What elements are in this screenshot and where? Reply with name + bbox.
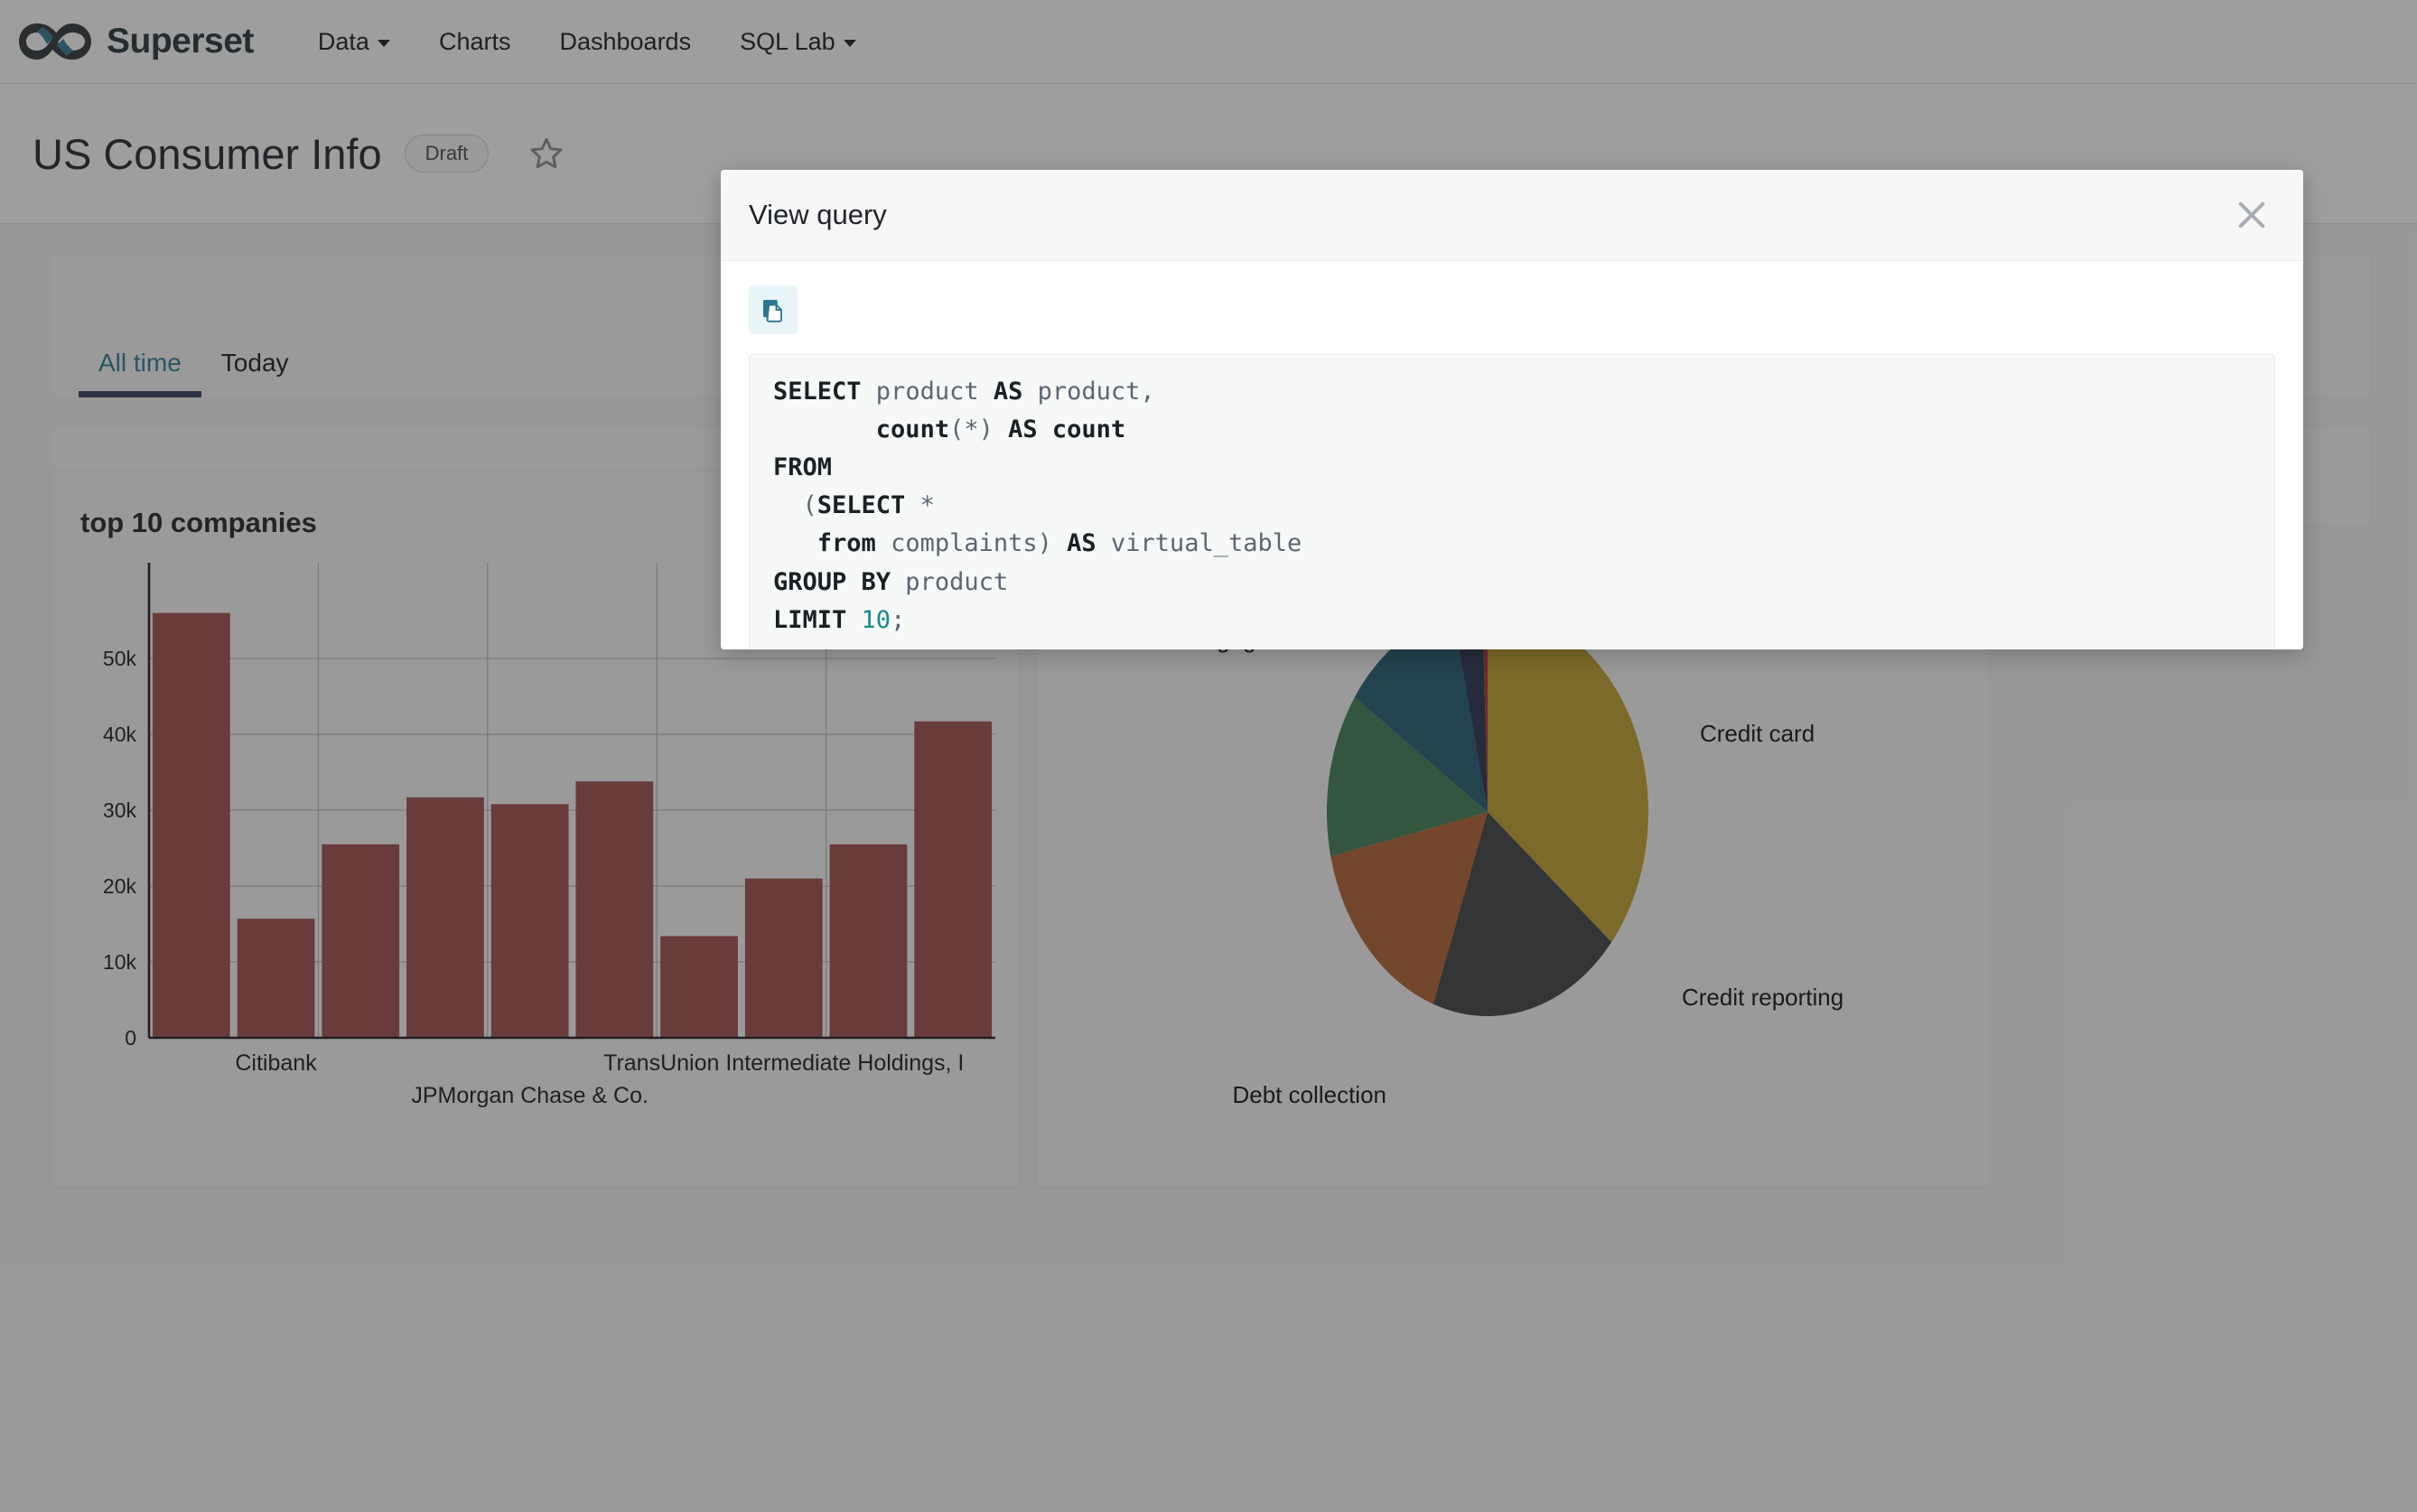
- svg-text:Citibank: Citibank: [235, 1050, 317, 1076]
- svg-text:Credit card: Credit card: [1700, 720, 1815, 747]
- brand-name: Superset: [107, 22, 254, 61]
- chart-title-bar: top 10 companies: [80, 507, 317, 538]
- svg-text:TransUnion Intermediate Holdin: TransUnion Intermediate Holdings, I: [603, 1050, 964, 1076]
- close-icon[interactable]: [2233, 196, 2271, 234]
- modal-title: View query: [749, 199, 887, 230]
- brand[interactable]: Superset: [16, 21, 254, 62]
- svg-text:Credit reporting: Credit reporting: [1682, 984, 1843, 1011]
- nav-item-data[interactable]: Data: [294, 0, 415, 84]
- nav-item-sql-lab[interactable]: SQL Lab: [715, 0, 881, 84]
- superset-infinity-logo-icon: [19, 23, 91, 60]
- svg-text:50k: 50k: [103, 647, 137, 670]
- copy-icon: [763, 300, 782, 322]
- tab-label: Today: [220, 349, 289, 377]
- svg-text:10k: 10k: [103, 950, 137, 974]
- nav-item-label: Charts: [438, 27, 511, 55]
- svg-text:40k: 40k: [103, 723, 137, 746]
- status-badge: Draft: [404, 135, 490, 173]
- nav-item-label: Data: [317, 27, 369, 55]
- modal-header: View query: [721, 170, 2303, 261]
- chevron-down-icon: [843, 40, 856, 47]
- tab-all-time[interactable]: All time: [79, 349, 201, 397]
- nav-item-label: SQL Lab: [740, 27, 835, 55]
- svg-text:30k: 30k: [103, 798, 137, 822]
- bar-chart: 0 10k 20k 30k 40k 50k Citibank JPMorgan Chase &…: [103, 563, 995, 1108]
- page-title: US Consumer Info: [33, 129, 382, 178]
- star-outline-icon[interactable]: [527, 134, 566, 173]
- tab-today[interactable]: Today: [201, 349, 309, 397]
- copy-query-button[interactable]: [749, 285, 798, 334]
- nav-item-charts[interactable]: Charts: [415, 0, 536, 84]
- view-query-modal: View query SELECT product AS product, co…: [721, 170, 2303, 649]
- nav-item-dashboards[interactable]: Dashboards: [535, 0, 715, 84]
- svg-text:Debt collection: Debt collection: [1232, 1081, 1386, 1108]
- modal-body: SELECT product AS product, count(*) AS c…: [721, 261, 2303, 649]
- chevron-down-icon: [377, 40, 390, 47]
- svg-text:0: 0: [125, 1026, 136, 1050]
- tab-label: All time: [98, 349, 182, 377]
- svg-text:JPMorgan Chase & Co.: JPMorgan Chase & Co.: [411, 1083, 649, 1108]
- sql-text: SELECT product AS product, count(*) AS c…: [773, 378, 1302, 634]
- svg-text:20k: 20k: [103, 874, 137, 898]
- navbar-menu: Data Charts Dashboards SQL Lab: [294, 0, 881, 84]
- dashboard-tabs: All time Today: [51, 255, 2371, 397]
- nav-item-label: Dashboards: [559, 27, 692, 55]
- top-navbar: Superset Data Charts Dashboards SQL Lab: [0, 0, 2417, 84]
- sql-code-block[interactable]: SELECT product AS product, count(*) AS c…: [749, 354, 2275, 649]
